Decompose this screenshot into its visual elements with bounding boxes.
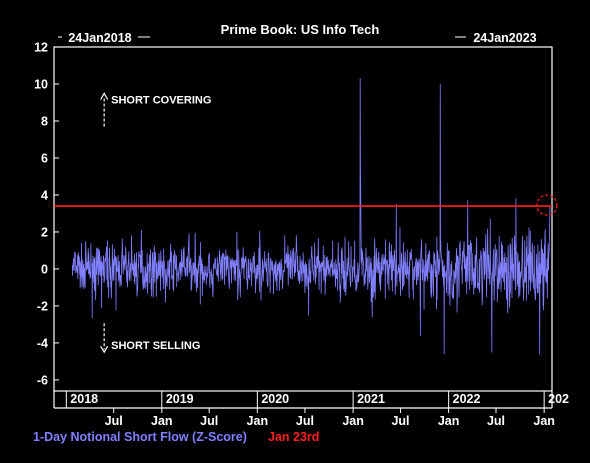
x-year-label: 2019	[166, 392, 194, 406]
short-covering-annotation: SHORT COVERING	[100, 92, 211, 127]
x-month-label: Jul	[391, 414, 409, 428]
annotations: SHORT COVERING SHORT SELLING	[58, 36, 466, 354]
x-month-label: Jul	[105, 414, 123, 428]
plot-area	[53, 46, 553, 409]
y-tick-label: 8	[41, 114, 48, 128]
y-tick-label: -2	[37, 299, 48, 313]
x-month-label: Jul	[200, 414, 218, 428]
series-line	[71, 78, 551, 355]
annotation-label: SHORT SELLING	[111, 340, 200, 352]
x-month-label: Jul	[296, 414, 314, 428]
end-date-label: 24Jan2023	[473, 31, 536, 45]
chart-title: Prime Book: US Info Tech	[221, 22, 380, 37]
short-selling-annotation: SHORT SELLING	[100, 323, 200, 354]
x-month-label: Jan	[247, 414, 269, 428]
y-tick-label: 12	[34, 41, 48, 55]
start-date-label: 24Jan2018	[68, 31, 131, 45]
y-tick-label: 10	[34, 77, 48, 91]
arrow-down-icon	[100, 345, 109, 354]
y-tick-label: -4	[37, 336, 48, 350]
y-tick-label: -6	[37, 373, 48, 387]
y-tick-label: 4	[41, 188, 48, 202]
annotation-label: SHORT COVERING	[111, 94, 211, 106]
x-month-label: Jan	[151, 414, 173, 428]
legend-reference: Jan 23rd	[268, 430, 320, 444]
x-month-label: Jan	[342, 414, 364, 428]
plot-border	[53, 46, 553, 392]
highlight-circle	[536, 194, 558, 216]
x-year-label: 202	[548, 392, 569, 406]
x-month-label: Jan	[533, 414, 555, 428]
x-year-label: 2022	[453, 392, 481, 406]
axes: 12 10 8 6 4 2 0 -2 -4 -6 2018 2019 2020 2021 2022 202 Ju…	[34, 41, 569, 429]
series-polyline	[71, 78, 551, 355]
arrow-up-icon	[100, 92, 109, 100]
y-tick-label: 6	[41, 151, 48, 165]
x-month-label: Jul	[487, 414, 505, 428]
x-year-label: 2020	[261, 392, 289, 406]
x-year-label: 2021	[357, 392, 385, 406]
x-year-label: 2018	[70, 392, 98, 406]
legend-series: 1-Day Notional Short Flow (Z-Score)	[33, 430, 247, 444]
y-tick-label: 2	[41, 225, 48, 239]
reference-line	[54, 194, 558, 216]
y-tick-label: 0	[41, 262, 48, 276]
x-month-label: Jan	[438, 414, 460, 428]
